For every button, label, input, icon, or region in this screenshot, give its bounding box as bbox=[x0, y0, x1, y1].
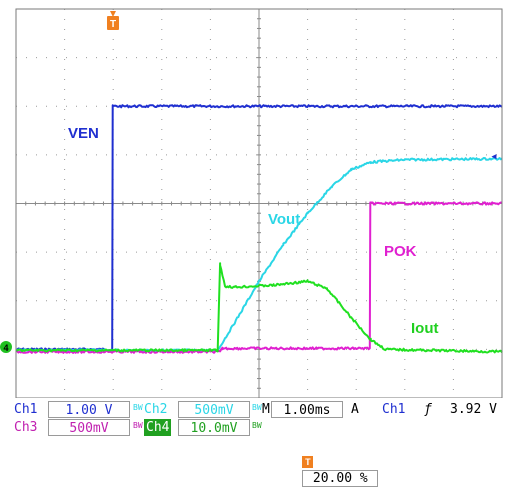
label-iout: Iout bbox=[411, 320, 439, 337]
trigger-position-value[interactable]: 20.00 % bbox=[302, 470, 379, 487]
label-ven: VEN bbox=[68, 125, 99, 142]
ch2-label[interactable]: Ch2 bbox=[144, 402, 168, 417]
ch1-label[interactable]: Ch1 bbox=[14, 402, 38, 417]
timebase-prefix: M bbox=[262, 402, 270, 417]
trigger-position-marker[interactable]: T bbox=[107, 11, 119, 30]
trigger-slope-icon: ƒ bbox=[424, 402, 432, 417]
ch4-label[interactable]: Ch4 bbox=[144, 419, 172, 436]
status-bar: Ch1 1.00 V BW Ch2 500mV BW M 1.00ms A Ch… bbox=[0, 398, 508, 487]
trigger-source[interactable]: Ch1 bbox=[382, 402, 406, 417]
traces bbox=[15, 104, 503, 354]
acquisition-mode[interactable]: A bbox=[351, 402, 359, 417]
oscilloscope-plot: VEN Vout POK Iout T 4 ◂ bbox=[0, 0, 508, 400]
ch2-bw-icon: BW bbox=[133, 403, 143, 412]
plot-background bbox=[0, 0, 508, 400]
trigger-position-readout[interactable]: T 20.00 % bbox=[271, 436, 379, 487]
ch3-scale[interactable]: 500mV bbox=[48, 419, 130, 436]
trigger-level-marker[interactable]: ◂ bbox=[490, 149, 498, 164]
ch4-scale[interactable]: 10.0mV bbox=[178, 419, 250, 436]
trigger-position-icon: T bbox=[302, 455, 314, 468]
label-pok: POK bbox=[384, 243, 417, 260]
trigger-level[interactable]: 3.92 V bbox=[450, 402, 497, 417]
trace-iout bbox=[15, 262, 503, 354]
svg-text:4: 4 bbox=[3, 343, 8, 353]
ch4-bw-icon: BW bbox=[133, 421, 143, 430]
timebase-value[interactable]: 1.00ms bbox=[271, 401, 343, 418]
timebase-bw-icon: BW bbox=[252, 403, 262, 412]
ch4-scale-bw-icon: BW bbox=[252, 421, 262, 430]
label-vout: Vout bbox=[268, 211, 300, 228]
ch4-ground-marker[interactable]: 4 bbox=[0, 341, 12, 353]
ch3-label[interactable]: Ch3 bbox=[14, 420, 38, 435]
ch1-scale[interactable]: 1.00 V bbox=[48, 401, 130, 418]
trace-pok bbox=[15, 201, 502, 354]
svg-text:T: T bbox=[110, 19, 116, 30]
ch2-scale[interactable]: 500mV bbox=[178, 401, 250, 418]
